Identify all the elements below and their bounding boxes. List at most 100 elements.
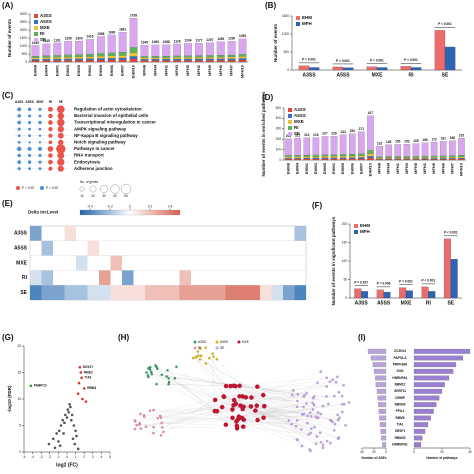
bar-segment	[458, 158, 465, 161]
gene-label: RBM5	[395, 416, 404, 420]
node	[147, 375, 150, 379]
edge	[238, 396, 335, 417]
node	[230, 415, 235, 421]
bar	[428, 291, 436, 299]
bar-segment	[421, 142, 429, 157]
legend-label: SE	[220, 346, 224, 350]
edge	[139, 416, 239, 425]
bar-segment	[205, 55, 214, 58]
node	[155, 382, 158, 386]
edge	[151, 371, 264, 418]
bar-segment	[458, 138, 465, 156]
bar-segment	[96, 58, 105, 61]
dot	[28, 167, 31, 171]
size-legend-label: 10	[80, 194, 84, 198]
node	[133, 419, 136, 422]
node	[319, 441, 323, 444]
dot	[57, 165, 64, 172]
node	[302, 405, 305, 409]
total-label: 1035	[32, 41, 39, 45]
bar-segment	[312, 157, 320, 159]
bar-segment	[129, 18, 138, 48]
bar-segment	[227, 54, 236, 58]
bar-segment	[129, 58, 138, 63]
node	[156, 416, 160, 420]
node	[167, 382, 170, 386]
legend-swatch	[288, 108, 292, 112]
x-tick-label: 0	[66, 455, 68, 459]
bar-segment	[107, 55, 116, 59]
bar	[399, 287, 407, 299]
bar-right	[413, 362, 457, 368]
x-tick-label: SE	[442, 72, 449, 78]
bar-segment	[439, 158, 447, 161]
bar-segment	[312, 156, 320, 158]
node	[173, 376, 177, 380]
point	[59, 424, 63, 427]
bar	[410, 67, 422, 71]
edge	[136, 419, 244, 426]
dot	[28, 120, 32, 125]
y-tick-label: 200	[276, 137, 282, 141]
bar-segment	[118, 52, 127, 56]
cell	[248, 285, 260, 300]
bar-segment	[107, 52, 116, 56]
node	[144, 425, 148, 428]
node	[139, 427, 143, 430]
bar-segment	[321, 136, 329, 155]
bar-segment	[96, 56, 105, 59]
node	[333, 422, 337, 426]
edge	[230, 385, 308, 416]
bar-segment	[449, 140, 456, 156]
dot	[28, 153, 32, 158]
dot	[48, 113, 53, 119]
bar-segment	[385, 144, 392, 157]
row-label: A5SS	[14, 246, 28, 252]
bar-segment	[96, 36, 105, 54]
x-tick-label: MXE	[401, 300, 413, 306]
point	[76, 392, 80, 396]
edge	[255, 410, 338, 415]
column-label: SE	[59, 100, 63, 104]
cell	[260, 285, 272, 300]
annotation: DDX17	[83, 365, 94, 369]
legend-label: A5SS	[220, 340, 228, 344]
edge	[241, 417, 298, 441]
cell	[41, 270, 53, 286]
bar-segment	[75, 58, 83, 61]
node	[340, 394, 344, 398]
edge	[243, 417, 319, 427]
colorbar-tick-label: 0.2	[148, 204, 153, 208]
node	[160, 426, 164, 429]
node	[329, 441, 332, 445]
edge	[145, 396, 243, 427]
bar-segment	[385, 156, 392, 158]
bar-segment	[294, 156, 301, 159]
bar-segment	[75, 54, 83, 57]
bar	[332, 66, 344, 71]
legend-label: P < 0.05	[22, 186, 34, 190]
node	[214, 408, 220, 414]
bar-segment	[358, 155, 365, 158]
bar-segment	[151, 56, 160, 58]
total-label: 427	[368, 111, 374, 115]
edge	[235, 386, 327, 397]
total-label: 132	[377, 142, 383, 146]
bar-segment	[376, 146, 383, 157]
bar-segment	[285, 138, 292, 156]
bar-segment	[53, 55, 62, 58]
x-tick-label: EHM5	[76, 64, 81, 76]
legend-dot	[237, 340, 241, 344]
point	[29, 384, 33, 388]
panel-label: (F)	[312, 201, 323, 210]
gene-label: SRSF1	[395, 429, 406, 433]
x-tick-label: EHM8	[33, 64, 38, 76]
size-legend-label: 50	[124, 194, 128, 198]
panel-label: (D)	[262, 93, 273, 102]
legend-dot	[40, 186, 44, 190]
node	[221, 394, 226, 399]
bar-segment	[367, 150, 374, 154]
total-label: 1269	[217, 37, 224, 41]
node	[334, 381, 338, 384]
total-label: 1177	[195, 39, 202, 43]
